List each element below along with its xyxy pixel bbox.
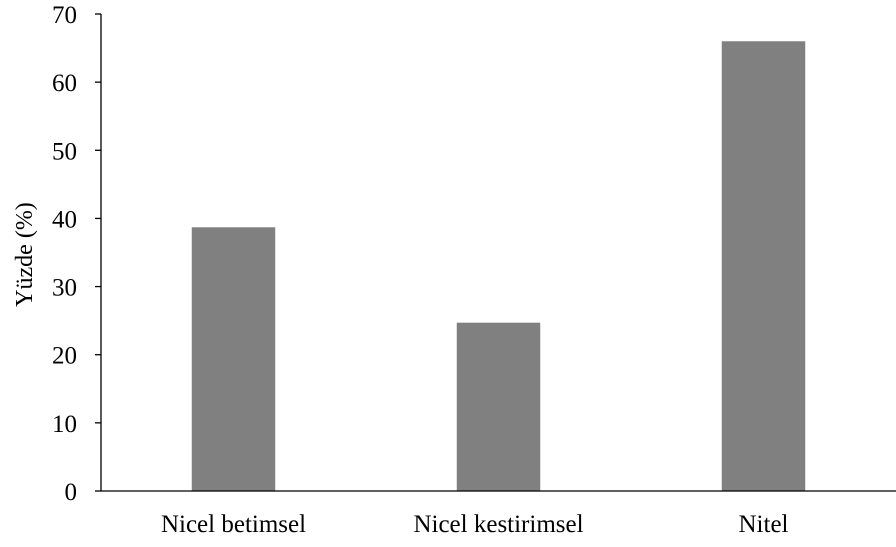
- x-tick-label: Nicel kestirimsel: [413, 511, 583, 538]
- y-tick-label: 60: [52, 70, 77, 97]
- y-tick-label: 20: [52, 343, 77, 370]
- bar: [721, 41, 806, 491]
- y-tick-label: 30: [52, 275, 77, 302]
- y-axis-label: Yüzde (%): [12, 202, 38, 307]
- x-tick-label: Nicel betimsel: [161, 511, 306, 538]
- bar: [456, 322, 541, 491]
- y-tick-label: 10: [52, 411, 77, 438]
- x-axis-ticks: Nicel betimsel Nicel kestirimsel Nitel: [161, 511, 789, 538]
- y-axis-ticks: 0 10 20 30 40 50 60 70: [52, 2, 101, 506]
- bar: [191, 227, 276, 491]
- bars-group: [191, 41, 806, 491]
- y-tick-label: 50: [52, 138, 77, 165]
- x-tick-label: Nitel: [739, 511, 789, 538]
- y-tick-label: 70: [52, 2, 77, 29]
- y-tick-label: 40: [52, 206, 77, 233]
- y-tick-label: 0: [65, 479, 78, 506]
